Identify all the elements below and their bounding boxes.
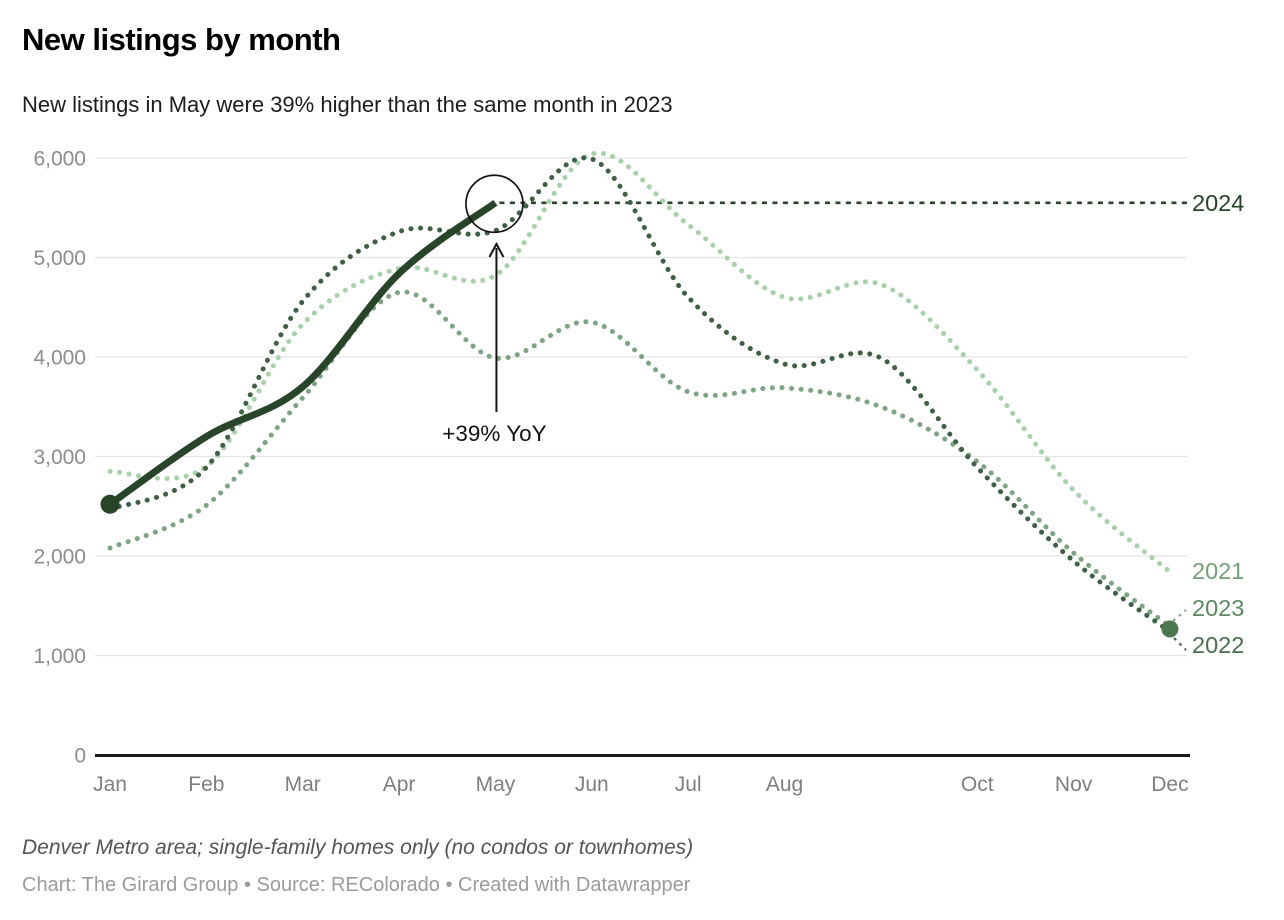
annotation-arrow-head — [488, 241, 505, 258]
x-tick-label-aug: Aug — [766, 773, 803, 796]
series-label-2021: 2021 — [1192, 558, 1244, 584]
line-chart-canvas: 0 1,000 2,000 3,000 4,000 5,000 6,000 Jan Feb Mar… — [33, 148, 1244, 797]
footnote: Denver Metro area; single-family homes o… — [22, 836, 694, 859]
series-line-2023 — [107, 289, 1173, 630]
start-dot-2024 — [100, 494, 120, 514]
dec-end-dot — [1161, 620, 1179, 638]
series-label-2022: 2022 — [1192, 632, 1244, 658]
x-tick-label-jan: Jan — [93, 773, 127, 796]
series-line-2021 — [107, 150, 1173, 575]
leader-2023 — [1172, 609, 1187, 622]
y-tick-label: 1,000 — [33, 645, 86, 668]
series-label-2023: 2023 — [1192, 595, 1244, 621]
annotation-circle — [465, 174, 524, 234]
x-tick-label-dec: Dec — [1151, 773, 1188, 796]
series-label-2024: 2024 — [1192, 190, 1244, 216]
leader-2022 — [1173, 637, 1187, 651]
x-tick-label-oct: Oct — [961, 773, 994, 796]
credit-line: Chart: The Girard Group • Source: REColo… — [22, 874, 691, 896]
series-line-2022 — [107, 155, 1173, 635]
y-tick-label: 2,000 — [33, 546, 86, 569]
x-tick-label-may: May — [476, 773, 516, 796]
x-tick-label-jun: Jun — [575, 773, 609, 796]
x-tick-label-nov: Nov — [1055, 773, 1093, 796]
x-tick-label-feb: Feb — [188, 773, 224, 796]
page-title: New listings by month — [22, 22, 341, 57]
chart-subtitle: New listings in May were 39% higher than… — [22, 92, 673, 117]
annotation-text: +39% YoY — [442, 421, 546, 446]
x-tick-label-jul: Jul — [675, 773, 702, 796]
y-tick-label: 3,000 — [33, 446, 86, 469]
y-tick-label: 5,000 — [33, 247, 86, 270]
series-line-2024 — [107, 199, 498, 508]
y-tick-label: 6,000 — [33, 148, 86, 171]
y-tick-label: 0 — [74, 745, 86, 768]
x-tick-label-apr: Apr — [383, 773, 416, 796]
y-tick-label: 4,000 — [33, 347, 86, 370]
x-tick-label-mar: Mar — [285, 773, 321, 796]
